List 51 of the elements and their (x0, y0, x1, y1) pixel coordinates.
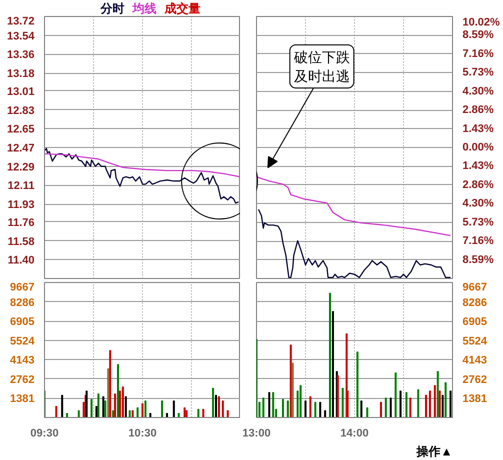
y-tick-label: 4143 (10, 354, 35, 367)
y2-tick-label: 4.30% (462, 85, 494, 98)
y2-tick-label: 5.73% (462, 66, 494, 79)
y-tick-label: 13.01 (6, 86, 35, 98)
y-tick-label: 13.72 (6, 16, 35, 28)
y-tick-label: 13.54 (6, 30, 36, 42)
y-tick-label: 1381 (462, 393, 487, 406)
y2-tick-label: 2.86% (462, 178, 494, 191)
y-tick-label: 6905 (462, 316, 487, 328)
y-tick-label: 8286 (462, 296, 487, 309)
y2-tick-label: 8.59% (462, 29, 494, 42)
y-tick-label: 13.36 (6, 49, 35, 62)
y-tick-label: 8286 (10, 296, 35, 309)
x-tick-label: 09:30 (30, 428, 59, 440)
y-tick-label: 11.40 (8, 254, 34, 267)
text: 成交量 (164, 2, 200, 16)
y2-tick-label: 2.86% (462, 104, 494, 116)
y2-tick-label: 8.59% (462, 254, 494, 266)
y-tick-label: 12.29 (6, 161, 35, 174)
y-tick-label: 6905 (10, 316, 35, 328)
y-tick-label: 11.76 (8, 216, 34, 229)
text: 分时 (100, 2, 124, 16)
x-tick-label: 13:00 (242, 428, 271, 440)
annotation: 破位下跌及时出逃 (292, 48, 350, 84)
y-tick-label: 12.83 (6, 104, 35, 117)
y-tick-label: 11.58 (8, 236, 34, 248)
y2-tick-label: 5.73% (462, 216, 494, 228)
text: 操作▲ (416, 444, 453, 458)
text: 均线 (132, 2, 156, 16)
y-tick-label: 9667 (10, 282, 35, 294)
y2-tick-label: 4.30% (462, 198, 494, 210)
y-tick-label: 13.18 (6, 68, 35, 80)
y-tick-label: 4143 (462, 354, 487, 367)
y-tick-label: 2762 (462, 374, 487, 386)
y-tick-label: 2762 (10, 374, 35, 386)
y2-tick-label: 10.02% (462, 16, 500, 28)
y-tick-label: 12.47 (6, 142, 35, 154)
x-tick-label: 14:00 (340, 428, 369, 440)
y2-tick-label: 1.43% (462, 160, 494, 172)
y-tick-label: 5524 (462, 335, 488, 348)
y-tick-label: 1381 (10, 393, 35, 406)
y-tick-label: 5524 (10, 335, 36, 348)
y-tick-label: 12.65 (6, 124, 35, 136)
y-tick-label: 9667 (462, 282, 487, 294)
y-tick-label: 11.93 (8, 199, 34, 212)
x-tick-label: 10:30 (128, 428, 157, 440)
y2-tick-label: 7.16% (462, 48, 494, 60)
y2-tick-label: 7.16% (462, 235, 494, 248)
y-tick-label: 12.11 (8, 180, 34, 192)
y2-tick-label: 0.00% (462, 142, 494, 154)
y2-tick-label: 1.43% (462, 122, 494, 135)
